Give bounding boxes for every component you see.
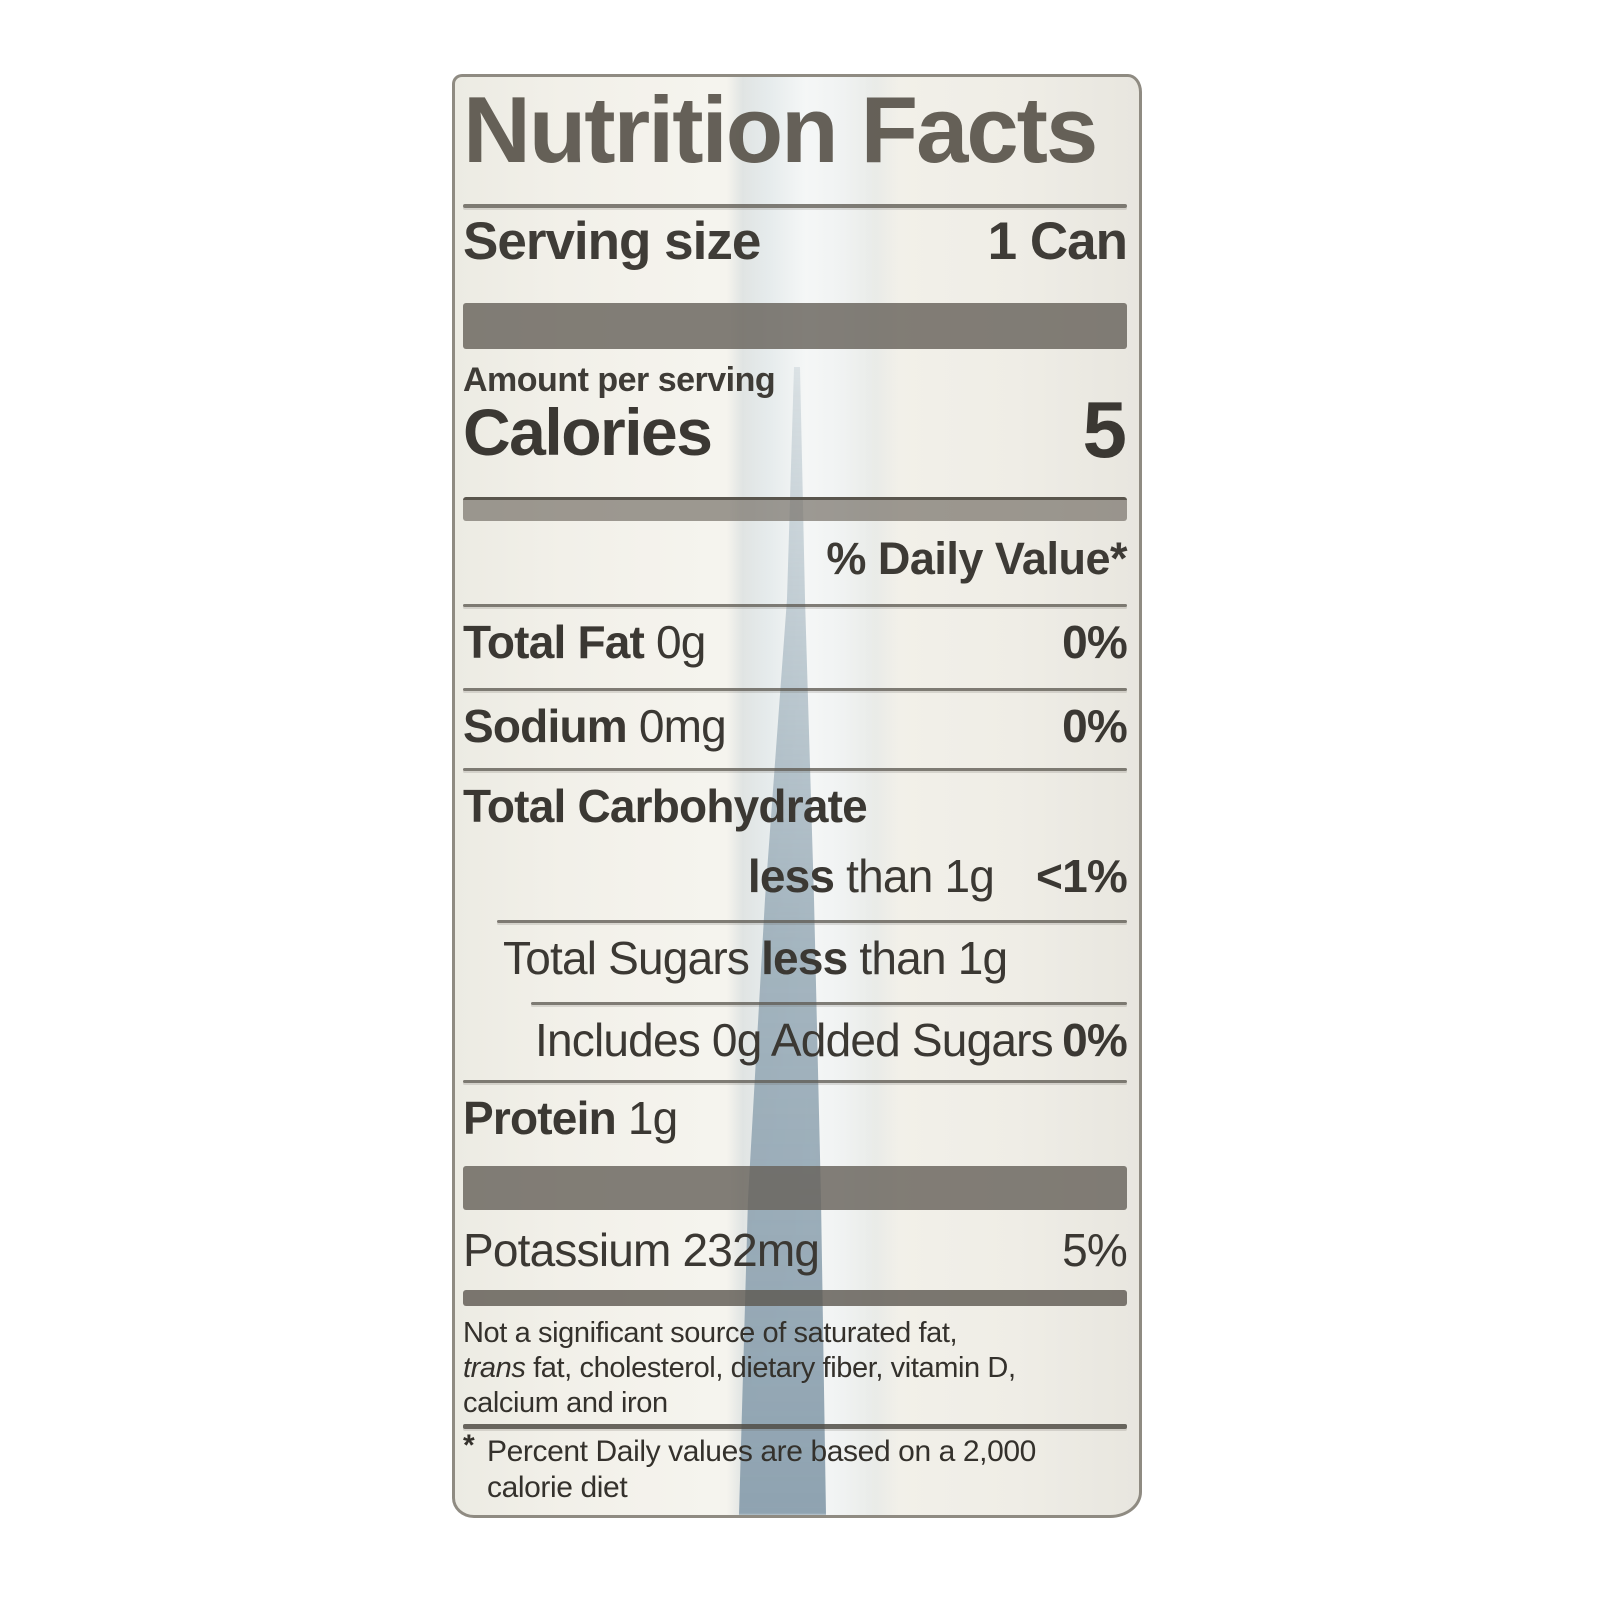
separator-bar-medium xyxy=(463,497,1127,521)
asterisk: * xyxy=(463,1429,475,1462)
footnote-italic-word: trans xyxy=(463,1352,526,1384)
footnote-line: calcium and iron xyxy=(463,1387,668,1419)
nutrient-name-amount: Total Sugars less than 1g xyxy=(503,932,1008,984)
nutrient-amount: 1g xyxy=(615,1092,678,1144)
nutrient-dv: 0% xyxy=(1062,616,1128,668)
footnote-line: fat, cholesterol, dietary fiber, vitamin… xyxy=(525,1352,1016,1384)
nutrient-name: Total Carbohydrate xyxy=(463,780,868,832)
label-title: Nutrition Facts xyxy=(463,77,1098,182)
nutrient-dv: <1% xyxy=(1036,850,1128,902)
divider xyxy=(463,688,1127,691)
nutrient-name-amount: Sodium 0mg xyxy=(463,700,727,752)
daily-value-header: % Daily Value* xyxy=(826,533,1127,584)
nutrient-dv: 5% xyxy=(1062,1224,1128,1276)
nutrient-dv: 0% xyxy=(1062,700,1128,752)
nutrient-amount: 0g xyxy=(644,616,706,668)
amount-bold-part: less xyxy=(747,850,835,902)
nutrient-name-amount: Potassium 232mg xyxy=(463,1224,820,1276)
amount-rest-part: than 1g xyxy=(847,932,1008,984)
nutrient-name-amount: Total Fat 0g xyxy=(463,618,706,666)
nutrient-name: Sodium xyxy=(463,700,628,752)
nutrient-name: Includes 0g Added Sugars xyxy=(535,1014,1054,1066)
serving-size-label: Serving size xyxy=(463,212,761,271)
nutrient-name: Total Sugars xyxy=(503,932,762,984)
divider-indented xyxy=(497,920,1127,923)
footnote-line: calorie diet xyxy=(487,1471,628,1504)
amount-bold-part: less xyxy=(761,932,848,984)
footnote-text: Percent Daily values are based on a 2,00… xyxy=(487,1434,1127,1506)
not-significant-footnote: Not a significant source of saturated fa… xyxy=(463,1316,1127,1421)
separator-bar-thin xyxy=(463,1290,1127,1306)
nutrient-row-carb-amount: less than 1g <1% xyxy=(463,850,1128,902)
divider xyxy=(463,768,1127,771)
nutrient-row-total-sugars: Total Sugars less than 1g xyxy=(503,934,1127,982)
divider xyxy=(463,1080,1127,1083)
nutrient-row-protein: Protein 1g xyxy=(463,1094,1127,1142)
label-content: Nutrition Facts Serving size 1 Can Amoun… xyxy=(455,77,1139,1515)
divider-indented xyxy=(531,1002,1127,1005)
divider xyxy=(463,604,1127,607)
nutrient-name-amount: Protein 1g xyxy=(463,1092,678,1144)
calories-row: Calories 5 xyxy=(463,385,1128,474)
serving-size-value: 1 Can xyxy=(987,212,1128,271)
nutrient-amount: less than 1g xyxy=(747,850,995,902)
footnote-line: Not a significant source of saturated fa… xyxy=(463,1317,958,1349)
nutrient-name: Total Fat xyxy=(463,616,645,668)
divider-under-title xyxy=(463,204,1127,208)
nutrient-dv: 0% xyxy=(1062,1014,1128,1066)
nutrient-name: Protein xyxy=(463,1092,617,1144)
separator-bar-thick-top xyxy=(463,303,1127,349)
nutrition-facts-label: Nutrition Facts Serving size 1 Can Amoun… xyxy=(452,74,1142,1518)
daily-value-footnote: * Percent Daily values are based on a 2,… xyxy=(463,1429,1127,1506)
calories-label: Calories xyxy=(463,395,713,470)
nutrient-row-sodium: Sodium 0mg 0% xyxy=(463,700,1128,752)
nutrient-row-total-carbohydrate: Total Carbohydrate xyxy=(463,780,1127,832)
footnote-line: Percent Daily values are based on a 2,00… xyxy=(487,1435,1036,1468)
nutrient-row-total-fat: Total Fat 0g 0% xyxy=(463,616,1128,668)
amount-per-serving-label: Amount per serving xyxy=(463,361,776,399)
nutrient-row-added-sugars: Includes 0g Added Sugars 0% xyxy=(535,1014,1128,1066)
separator-bar-thick-bottom xyxy=(463,1166,1127,1210)
calories-value: 5 xyxy=(1082,385,1128,474)
amount-rest-part: than 1g xyxy=(834,850,995,902)
serving-size-row: Serving size 1 Can xyxy=(463,211,1128,272)
nutrient-row-potassium: Potassium 232mg 5% xyxy=(463,1224,1128,1276)
divider-above-dv-footnote xyxy=(463,1424,1127,1429)
nutrient-amount: 0mg xyxy=(626,700,727,752)
